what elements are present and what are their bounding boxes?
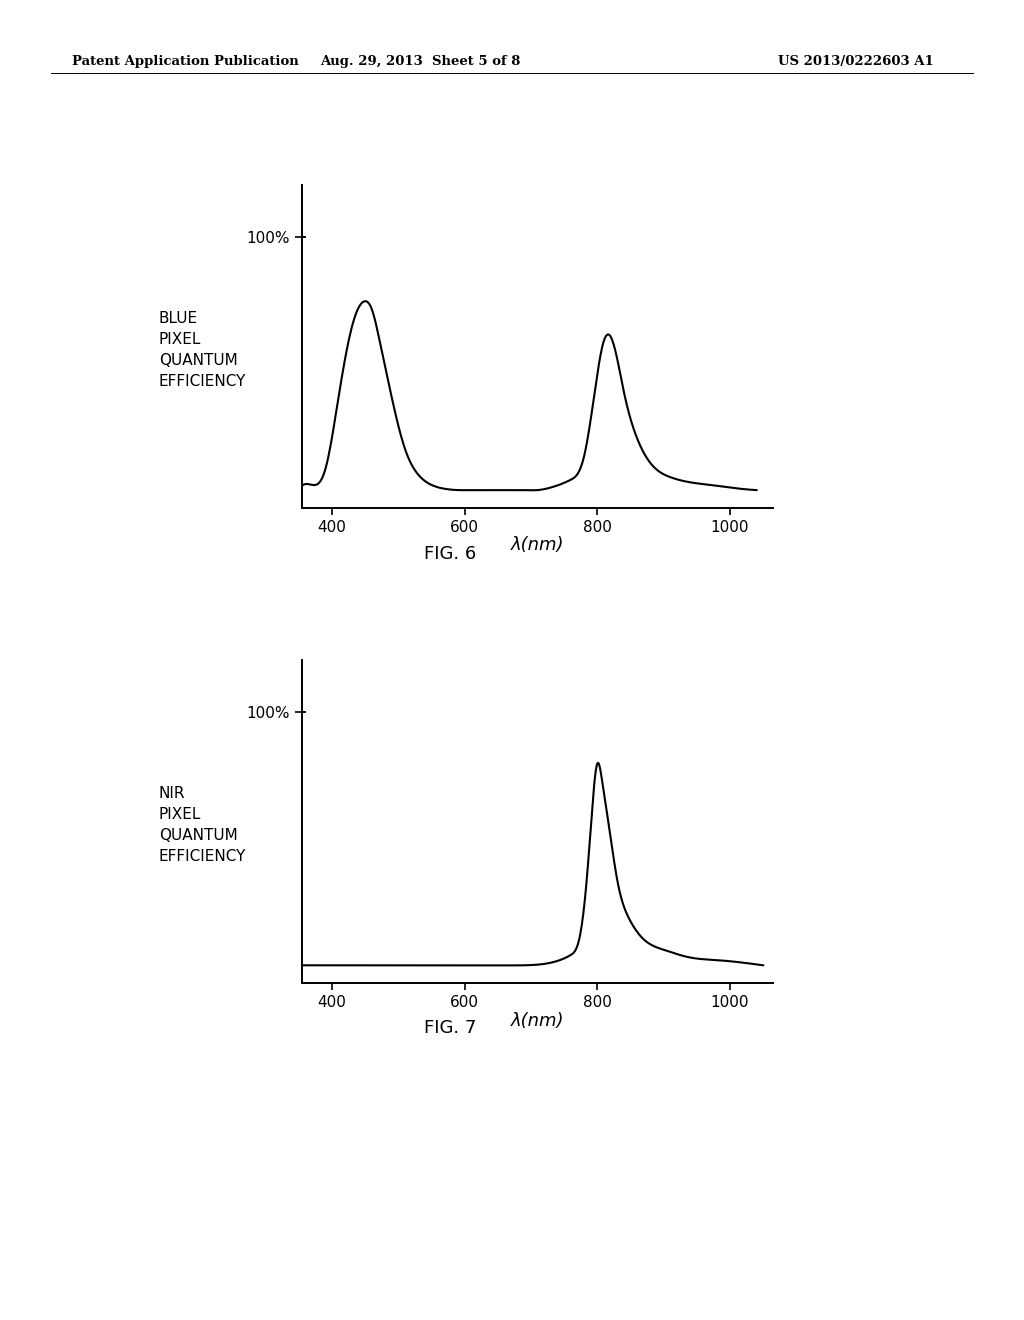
Text: FIG. 7: FIG. 7: [424, 1019, 477, 1038]
Text: FIG. 6: FIG. 6: [424, 545, 477, 564]
Text: BLUE
PIXEL
QUANTUM
EFFICIENCY: BLUE PIXEL QUANTUM EFFICIENCY: [159, 310, 246, 389]
Text: Aug. 29, 2013  Sheet 5 of 8: Aug. 29, 2013 Sheet 5 of 8: [319, 55, 520, 69]
Text: US 2013/0222603 A1: US 2013/0222603 A1: [778, 55, 934, 69]
Text: Patent Application Publication: Patent Application Publication: [72, 55, 298, 69]
X-axis label: λ(nm): λ(nm): [511, 1011, 564, 1030]
Text: NIR
PIXEL
QUANTUM
EFFICIENCY: NIR PIXEL QUANTUM EFFICIENCY: [159, 785, 246, 865]
X-axis label: λ(nm): λ(nm): [511, 536, 564, 554]
